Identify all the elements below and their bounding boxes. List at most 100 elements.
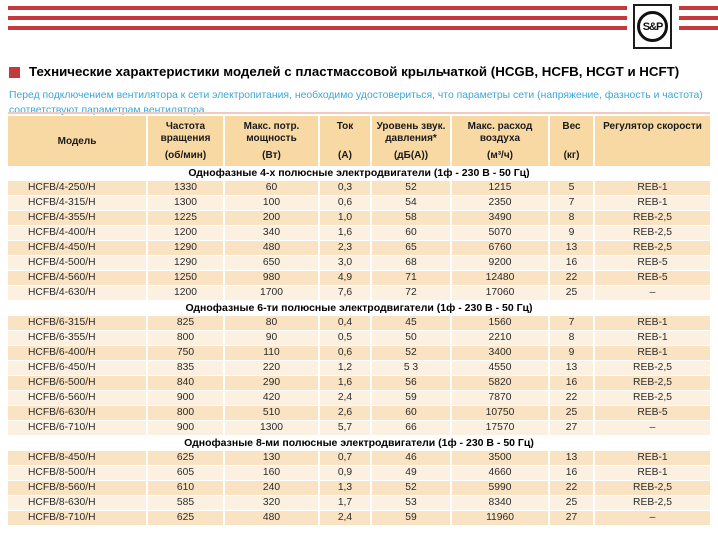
col-header-label: Уровень звук. давления*	[376, 121, 446, 144]
table-row: HCFB/6-560/H 900 420 2,4 59 7870 22 REB-2,5	[8, 391, 710, 406]
model-cell: HCFB/8-450/H	[8, 451, 148, 465]
value-cell: REB-1	[595, 316, 710, 330]
value-cell: REB-5	[595, 406, 710, 420]
section-title: Однофазные 6-ти полюсные электродвигател…	[8, 301, 710, 316]
value-cell: 22	[550, 271, 595, 285]
value-cell: 1225	[148, 211, 225, 225]
value-cell: 0,6	[320, 346, 372, 360]
stripe	[8, 6, 627, 10]
model-cell: HCFB/4-500/H	[8, 256, 148, 270]
value-cell: 27	[550, 511, 595, 525]
value-cell: 22	[550, 481, 595, 495]
value-cell: 900	[148, 391, 225, 405]
table-row: HCFB/8-710/H 625 480 2,4 59 11960 27–	[8, 511, 710, 526]
value-cell: 1290	[148, 256, 225, 270]
value-cell: 12480	[452, 271, 550, 285]
model-cell: HCFB/6-450/H	[8, 361, 148, 375]
model-cell: HCFB/8-710/H	[8, 511, 148, 525]
value-cell: 11960	[452, 511, 550, 525]
sp-logo-circle: S&P	[637, 11, 668, 42]
value-cell: 17570	[452, 421, 550, 435]
value-cell: 52	[372, 481, 452, 495]
table-top-rule	[8, 112, 710, 114]
model-cell: HCFB/8-630/H	[8, 496, 148, 510]
model-cell: HCFB/4-250/H	[8, 181, 148, 195]
value-cell: 1215	[452, 181, 550, 195]
stripe	[679, 6, 718, 10]
value-cell: 8	[550, 211, 595, 225]
value-cell: 5	[550, 181, 595, 195]
value-cell: REB-2,5	[595, 481, 710, 495]
table-row: HCFB/6-400/H 750 110 0,6 52 3400 9 REB-1	[8, 346, 710, 361]
value-cell: 2,4	[320, 391, 372, 405]
col-header-regulator: Регулятор скорости	[595, 116, 710, 166]
value-cell: REB-2,5	[595, 376, 710, 390]
value-cell: REB-2,5	[595, 496, 710, 510]
value-cell: REB-2,5	[595, 226, 710, 240]
value-cell: 1700	[225, 286, 320, 300]
value-cell: 2,4	[320, 511, 372, 525]
table-row: HCFB/4-250/H 1330 60 0,3 52 1215 5 REB-1	[8, 181, 710, 196]
value-cell: 320	[225, 496, 320, 510]
table-row: HCFB/8-500/H 605 160 0,9 49 4660 16 REB-1	[8, 466, 710, 481]
stripe	[679, 26, 718, 30]
table-row: HCFB/4-355/H 1225 200 1,0 58 3490 8 REB-2,5	[8, 211, 710, 226]
value-cell: 68	[372, 256, 452, 270]
value-cell: 3,0	[320, 256, 372, 270]
title-row: Технические характеристики моделей с пла…	[9, 64, 714, 80]
col-header-label: Вес	[562, 121, 581, 132]
table-row: HCFB/6-450/H 835 220 1,2 5 3 4550 13 REB-2,5	[8, 361, 710, 376]
value-cell: 60	[372, 226, 452, 240]
model-cell: HCFB/4-630/H	[8, 286, 148, 300]
col-header-unit: (м³/ч)	[487, 150, 513, 162]
table-row: HCFB/8-560/H 610 240 1,3 52 5990 22 REB-2,5	[8, 481, 710, 496]
value-cell: 16	[550, 256, 595, 270]
value-cell: 625	[148, 511, 225, 525]
value-cell: 5070	[452, 226, 550, 240]
section-title: Однофазные 8-ми полюсные электродвигател…	[8, 436, 710, 451]
value-cell: 4660	[452, 466, 550, 480]
model-cell: HCFB/6-710/H	[8, 421, 148, 435]
value-cell: 1200	[148, 226, 225, 240]
value-cell: 110	[225, 346, 320, 360]
value-cell: 80	[225, 316, 320, 330]
value-cell: 54	[372, 196, 452, 210]
model-cell: HCFB/6-630/H	[8, 406, 148, 420]
value-cell: 3490	[452, 211, 550, 225]
model-cell: HCFB/6-500/H	[8, 376, 148, 390]
value-cell: REB-1	[595, 331, 710, 345]
value-cell: 60	[225, 181, 320, 195]
value-cell: REB-5	[595, 256, 710, 270]
table-row: HCFB/4-630/H 1200 1700 7,6 72 17060 25–	[8, 286, 710, 301]
red-square-bullet	[9, 67, 20, 78]
col-header-unit: (Вт)	[262, 150, 281, 162]
value-cell: 0,9	[320, 466, 372, 480]
value-cell: 480	[225, 511, 320, 525]
value-cell: 16	[550, 376, 595, 390]
stripe	[679, 16, 718, 20]
sp-logo: S&P	[633, 4, 672, 49]
page-title: Технические характеристики моделей с пла…	[29, 64, 680, 79]
value-cell: 13	[550, 241, 595, 255]
value-cell: 1290	[148, 241, 225, 255]
col-header-label: Ток	[336, 121, 354, 132]
value-cell: 6760	[452, 241, 550, 255]
value-cell: 220	[225, 361, 320, 375]
value-cell: REB-1	[595, 196, 710, 210]
value-cell: 4,9	[320, 271, 372, 285]
section-title: Однофазные 4-х полюсные электродвигатели…	[8, 166, 710, 181]
value-cell: 25	[550, 406, 595, 420]
value-cell: 5 3	[372, 361, 452, 375]
value-cell: REB-5	[595, 271, 710, 285]
value-cell: 2350	[452, 196, 550, 210]
value-cell: 59	[372, 511, 452, 525]
value-cell: 3500	[452, 451, 550, 465]
value-cell: 200	[225, 211, 320, 225]
value-cell: 25	[550, 496, 595, 510]
value-cell: 750	[148, 346, 225, 360]
value-cell: 625	[148, 451, 225, 465]
value-cell: 290	[225, 376, 320, 390]
table-row: HCFB/4-500/H 1290 650 3,0 68 9200 16 REB-5	[8, 256, 710, 271]
table-row: HCFB/8-630/H 585 320 1,7 53 8340 25 REB-2,5	[8, 496, 710, 511]
